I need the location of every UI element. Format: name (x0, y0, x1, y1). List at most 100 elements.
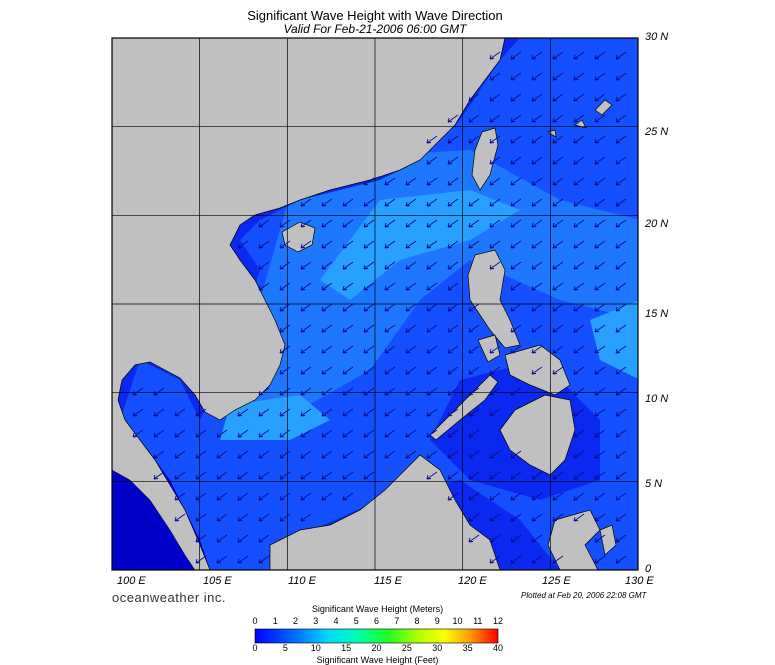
colorbar-meter-tick: 3 (313, 616, 319, 626)
wave-direction-arrow (468, 513, 480, 522)
wave-direction-arrow (174, 513, 186, 522)
lat-label-10: 10 N (645, 393, 669, 405)
wave-direction-arrow (363, 450, 375, 459)
wave-direction-arrow (363, 429, 375, 438)
wave-direction-arrow (489, 114, 501, 123)
wave-direction-arrow (384, 219, 396, 228)
wave-direction-arrow (279, 492, 291, 501)
wave-direction-arrow (510, 303, 522, 312)
wave-direction-arrow (426, 240, 438, 249)
wave-direction-arrow (363, 366, 375, 375)
wave-direction-arrow (405, 450, 417, 459)
wave-direction-arrow (531, 114, 543, 123)
wave-direction-arrow (363, 282, 375, 291)
wave-direction-arrow (615, 366, 627, 375)
wave-direction-arrow (531, 303, 543, 312)
wave-direction-arrow (384, 345, 396, 354)
wave-direction-arrow (258, 555, 270, 564)
wave-direction-arrow (594, 219, 606, 228)
wave-direction-arrow (174, 429, 186, 438)
wave-direction-arrow (153, 450, 165, 459)
wave-direction-arrow (300, 261, 312, 270)
wave-direction-arrow (447, 261, 459, 270)
wave-direction-arrow (468, 450, 480, 459)
colorbar-feet-tick: 20 (371, 643, 382, 653)
wave-direction-arrow (237, 492, 249, 501)
wave-direction-arrow (573, 219, 585, 228)
wave-direction-arrow (552, 345, 564, 354)
wave-direction-arrow (300, 429, 312, 438)
wave-direction-arrow (510, 51, 522, 60)
wave-direction-arrow (342, 450, 354, 459)
wave-direction-arrow (279, 282, 291, 291)
lon-label-115: 115 E (374, 575, 402, 587)
wave-direction-arrow (426, 303, 438, 312)
wave-direction-arrow (405, 324, 417, 333)
wave-direction-arrow (468, 114, 480, 123)
wave-direction-arrow (531, 135, 543, 144)
wave-direction-arrow (615, 471, 627, 480)
wave-direction-arrow (195, 429, 207, 438)
wave-direction-arrow (300, 240, 312, 249)
map-title: Significant Wave Height with Wave Direct… (247, 8, 503, 23)
wave-direction-arrow (447, 366, 459, 375)
wave-direction-arrow (489, 240, 501, 249)
wave-direction-arrow (573, 513, 585, 522)
wave-direction-arrow (594, 72, 606, 81)
wave-direction-arrow (342, 240, 354, 249)
wave-direction-arrow (405, 303, 417, 312)
wave-direction-arrow (363, 471, 375, 480)
wave-direction-arrow (342, 387, 354, 396)
wave-direction-arrow (594, 429, 606, 438)
wave-direction-arrow (426, 156, 438, 165)
wave-direction-arrow (447, 408, 459, 417)
lat-label-0: 0 (645, 563, 652, 575)
lon-label-130: 130 E (625, 575, 654, 587)
wave-direction-arrow (279, 513, 291, 522)
wave-direction-arrow (321, 198, 333, 207)
land-taiwan (471, 127, 499, 191)
land-palawan (429, 374, 499, 441)
lon-label-120: 120 E (458, 575, 487, 587)
wave-direction-arrow (132, 387, 144, 396)
wave-direction-arrow (573, 93, 585, 102)
wave-direction-arrow (594, 471, 606, 480)
wave-direction-arrow (594, 387, 606, 396)
wave-direction-arrow (615, 387, 627, 396)
wave-direction-arrow (321, 408, 333, 417)
wave-direction-arrow (552, 198, 564, 207)
wave-direction-arrow (363, 408, 375, 417)
wave-direction-arrow (510, 492, 522, 501)
wave-direction-arrow (321, 261, 333, 270)
wave-direction-arrow (573, 303, 585, 312)
wave-direction-arrow (216, 471, 228, 480)
wave-direction-arrow (615, 555, 627, 564)
wave-direction-arrow (510, 240, 522, 249)
wave-direction-arrow (615, 429, 627, 438)
wave-direction-arrow (468, 303, 480, 312)
sea-patch-high (320, 190, 520, 300)
wave-direction-arrow (468, 471, 480, 480)
wave-direction-arrow (489, 219, 501, 228)
wave-direction-arrow (237, 555, 249, 564)
land-asia-mainland (112, 38, 506, 570)
wave-direction-arrow (552, 177, 564, 186)
wave-direction-arrow (384, 366, 396, 375)
wave-direction-arrow (531, 93, 543, 102)
wave-direction-arrow (615, 51, 627, 60)
colorbar-meter-tick: 0 (252, 616, 258, 626)
wave-direction-arrow (195, 471, 207, 480)
wave-direction-arrow (531, 555, 543, 564)
colorbar-feet-tick: 30 (432, 643, 443, 653)
colorbar-meter-tick: 2 (292, 616, 299, 626)
colorbar (254, 628, 499, 644)
wave-direction-arrow (510, 450, 522, 459)
wave-direction-arrow (594, 408, 606, 417)
wave-direction-arrow (615, 240, 627, 249)
wave-direction-arrow (468, 345, 480, 354)
wave-direction-arrow (300, 408, 312, 417)
wave-direction-arrow (489, 492, 501, 501)
wave-direction-arrow (615, 72, 627, 81)
wave-direction-arrow (573, 261, 585, 270)
wave-direction-arrow (531, 177, 543, 186)
